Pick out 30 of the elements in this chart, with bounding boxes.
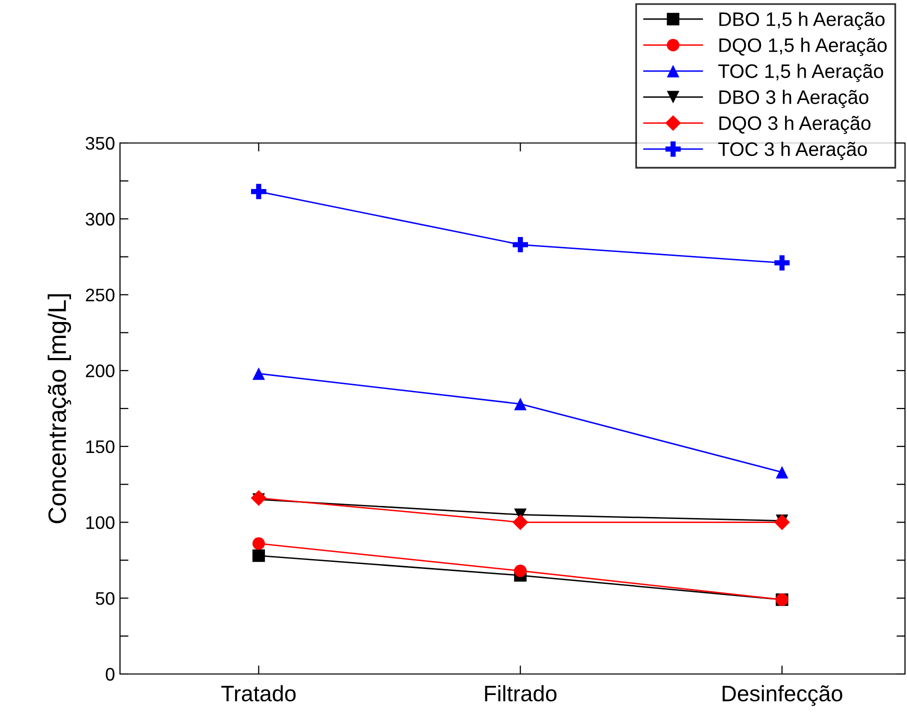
point (252, 367, 265, 380)
legend-label: DBO 3 h Aeração (719, 90, 868, 108)
legend-label: DQO 3 h Aeração (719, 116, 870, 134)
legend-label: TOC 3 h Aeração (718, 142, 867, 160)
point (514, 398, 527, 410)
legend-label: DBO 1,5 h Aeração (719, 12, 885, 30)
point (512, 514, 528, 530)
point (774, 514, 790, 530)
x-tick-label: Desinfecção (722, 685, 842, 706)
point (252, 537, 265, 550)
y-tick-label: 300 (86, 212, 114, 226)
legend-label: TOC 1,5 h Aeração (718, 64, 884, 82)
y-tick-label: 150 (86, 440, 114, 454)
point (250, 490, 267, 506)
point (514, 564, 527, 578)
y-axis-title: Concentração [mg/L] (48, 294, 72, 524)
point (512, 237, 528, 252)
y-tick-label: 100 (86, 516, 114, 530)
point (251, 184, 266, 200)
x-tick-label: Filtrado (485, 685, 556, 702)
legend-label: DQO 1,5 h Aeração (719, 38, 887, 56)
point (252, 549, 265, 562)
x-tick-label: Tratado (221, 685, 296, 702)
y-tick-label: 50 (96, 592, 114, 605)
point (776, 466, 788, 478)
y-tick-label: 350 (86, 136, 114, 150)
y-tick-label: 200 (86, 364, 114, 378)
y-tick-label: 0 (106, 668, 114, 681)
y-tick-label: 250 (86, 288, 114, 302)
point (774, 255, 790, 270)
